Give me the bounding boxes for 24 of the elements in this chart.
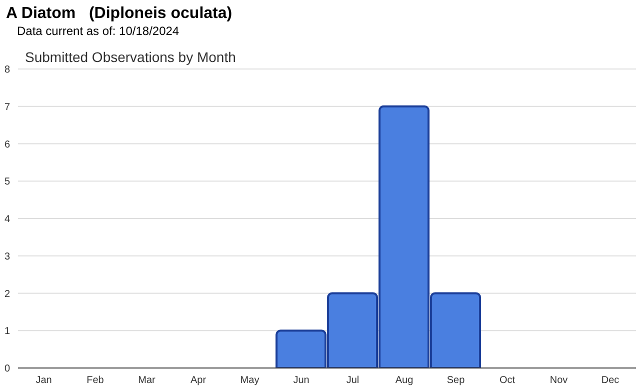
- x-tick-label: Nov: [550, 375, 568, 386]
- y-tick-label: 0: [4, 364, 10, 375]
- x-tick-label: Apr: [190, 375, 207, 386]
- chart-title: A Diatom (Diploneis oculata): [6, 5, 232, 23]
- x-tick-label: Jun: [293, 375, 310, 386]
- text: Submitted Observations by Month: [25, 49, 236, 65]
- y-tick-label: 5: [4, 176, 10, 188]
- y-tick-label: 2: [4, 288, 10, 300]
- x-tick-label: Jan: [36, 375, 52, 386]
- x-tick-label: Feb: [86, 375, 104, 386]
- y-tick-label: 3: [4, 251, 10, 262]
- x-tick-label: Sep: [446, 375, 466, 386]
- y-tick-label: 8: [4, 64, 10, 76]
- x-tick-label: Jul: [346, 375, 360, 386]
- x-tick-label: Aug: [395, 375, 414, 386]
- x-tick-label: Oct: [499, 375, 516, 386]
- x-tick-label: May: [240, 375, 260, 386]
- y-tick-label: 1: [4, 326, 10, 338]
- y-tick-label: 4: [4, 214, 10, 226]
- x-tick-label: Dec: [601, 375, 620, 386]
- y-tick-label: 6: [4, 139, 10, 150]
- chart-subtitle: Data current as of: 10/18/2024: [17, 24, 180, 38]
- y-tick-label: 7: [4, 102, 10, 113]
- x-tick-label: Mar: [138, 375, 156, 386]
